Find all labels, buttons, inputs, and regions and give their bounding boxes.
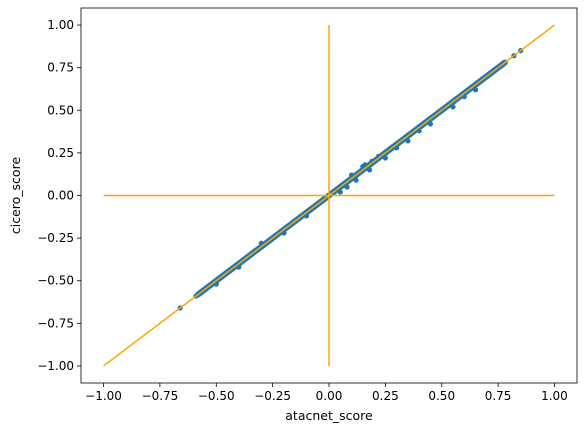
y-tick-label: 1.00 (47, 18, 74, 32)
data-point (461, 94, 467, 100)
x-tick-label: 0.25 (372, 389, 399, 403)
y-tick-label: −1.00 (37, 359, 74, 373)
data-point (366, 167, 373, 173)
x-axis-label: atacnet_score (285, 408, 373, 423)
y-tick-label: −0.75 (37, 316, 74, 330)
data-point (360, 163, 366, 170)
y-tick-label: −0.25 (37, 231, 74, 245)
data-point (472, 87, 479, 93)
x-tick-label: 0.50 (428, 389, 455, 403)
data-point (344, 184, 350, 190)
y-axis-ticks: −1.00 −0.75 −0.50 −0.25 0.00 0.25 0.50 0.75 1.00 (37, 18, 81, 373)
reference-lines-layer (103, 24, 555, 367)
x-tick-label: 1.00 (541, 389, 568, 403)
y-tick-label: 0.75 (47, 61, 74, 75)
x-tick-label: −0.75 (142, 389, 179, 403)
data-point (281, 230, 287, 236)
data-point (405, 138, 411, 144)
y-tick-label: 0.50 (47, 103, 74, 117)
data-point (416, 128, 422, 134)
data-point (348, 172, 355, 178)
data-point (337, 189, 343, 195)
data-point (427, 121, 434, 127)
data-point (236, 264, 242, 270)
x-tick-label: 0.75 (485, 389, 512, 403)
y-tick-label: 0.25 (47, 146, 74, 160)
data-point (353, 177, 359, 183)
data-point (382, 155, 388, 161)
x-axis-ticks: −1.00 −0.75 −0.50 −0.25 0.00 0.25 0.50 0.75 1.00 (85, 383, 568, 403)
data-point (303, 213, 310, 219)
data-point (258, 240, 264, 246)
x-tick-label: −1.00 (85, 389, 122, 403)
data-point (450, 104, 456, 110)
y-tick-label: −0.50 (37, 274, 74, 288)
y-axis-label: cicero_score (8, 157, 23, 235)
x-tick-label: −0.25 (254, 389, 291, 403)
data-point (213, 281, 219, 287)
x-tick-label: 0.00 (316, 389, 343, 403)
data-point (394, 145, 400, 151)
y-tick-label: 0.00 (47, 189, 74, 203)
x-tick-label: −0.50 (198, 389, 235, 403)
